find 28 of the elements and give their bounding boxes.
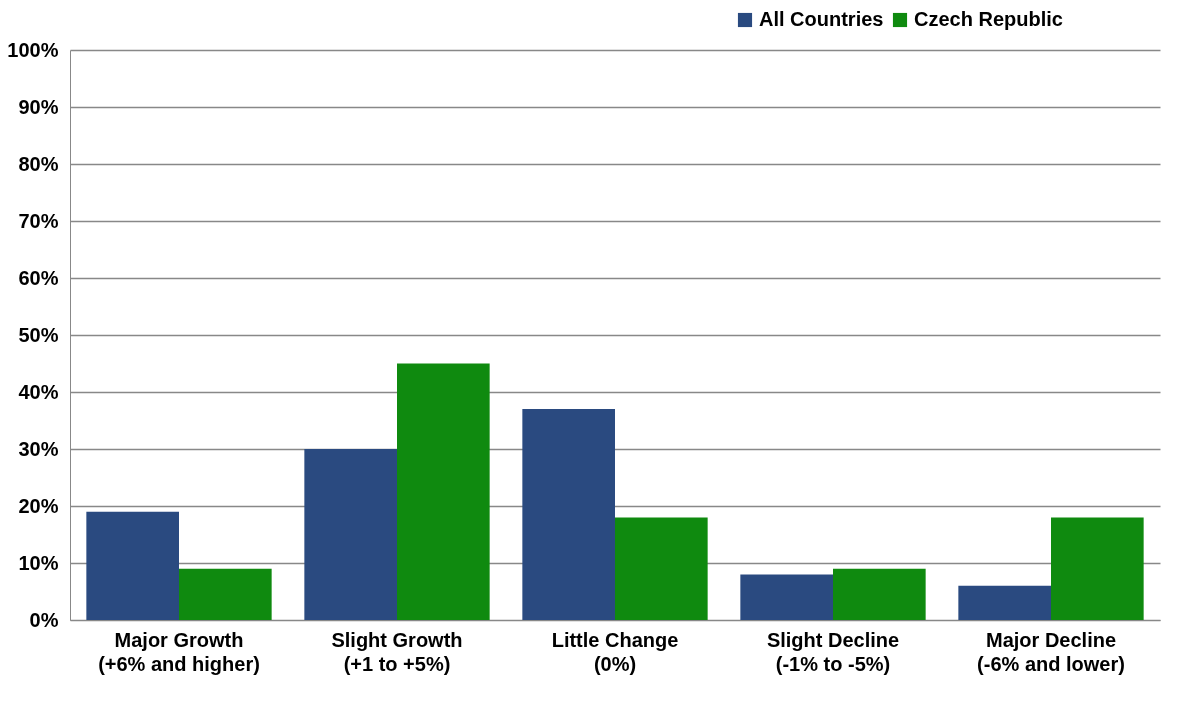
bar xyxy=(522,409,615,620)
y-tick-label: 60% xyxy=(18,266,59,289)
legend-label: Czech Republic xyxy=(914,8,1063,30)
y-tick-label: 0% xyxy=(29,608,59,631)
y-tick-label: 80% xyxy=(18,152,59,175)
y-tick-label: 20% xyxy=(18,494,59,517)
x-tick-label: Slight Growth (+1 to +5%) xyxy=(331,628,463,675)
x-tick-label: Slight Decline (-1% to -5%) xyxy=(766,628,900,675)
bar xyxy=(179,568,272,620)
x-tick-label: Major Growth (+6% and higher) xyxy=(98,628,260,675)
bar xyxy=(833,568,926,620)
y-tick-label: 70% xyxy=(18,209,59,232)
y-tick-label: 50% xyxy=(18,323,59,346)
y-tick-label: 10% xyxy=(18,551,59,574)
bar xyxy=(304,449,397,620)
bar xyxy=(86,511,179,620)
x-tick-label: Little Change (0%) xyxy=(551,628,679,675)
y-tick-label: 30% xyxy=(18,437,59,460)
y-tick-label: 100% xyxy=(7,38,59,61)
bar xyxy=(1051,517,1144,620)
bar xyxy=(958,585,1051,620)
bar xyxy=(740,574,833,620)
y-tick-label: 90% xyxy=(18,95,59,118)
bar xyxy=(397,363,490,620)
y-tick-label: 40% xyxy=(18,380,59,403)
legend-label: All Countries xyxy=(759,8,884,30)
bar xyxy=(615,517,708,620)
x-tick-label: Major Decline (-6% and lower) xyxy=(977,628,1125,675)
